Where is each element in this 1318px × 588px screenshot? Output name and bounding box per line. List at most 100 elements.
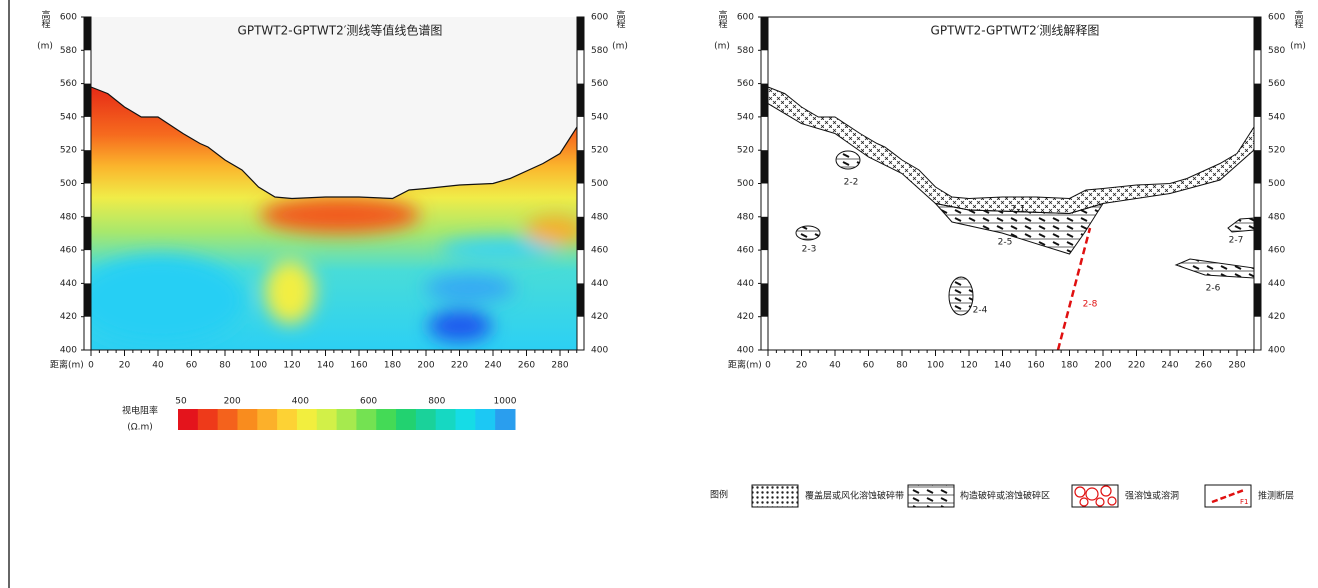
colorbar-block (217, 409, 238, 430)
axis-bar-segment (84, 17, 91, 51)
legend-symbol (1071, 484, 1119, 508)
y-tick-label: 420 (591, 312, 608, 322)
colorbar-block (178, 409, 199, 430)
legend: 图例 覆盖层或风化溶蚀破碎带 构造破碎或溶蚀破碎区 强溶蚀或溶洞 F1 推测断层 (710, 484, 1294, 508)
y-tick-label: 520 (591, 146, 608, 156)
y-axis-label: 高程 (717, 9, 728, 29)
y-tick-label: 540 (60, 112, 77, 122)
legend-label: 覆盖层或风化溶蚀破碎带 (805, 490, 904, 502)
axis-bar-segment (84, 283, 91, 317)
x-tick-label: 60 (186, 361, 198, 371)
y-tick-label: 540 (1268, 112, 1285, 122)
y-axis-label: 高程 (40, 9, 51, 29)
y-tick-label: 500 (591, 179, 608, 189)
y-tick-label: 600 (591, 13, 608, 23)
legend-label: 强溶蚀或溶洞 (1125, 490, 1179, 502)
x-tick-label: 20 (119, 361, 131, 371)
axis-bar-segment (761, 283, 768, 317)
fracture-zone (934, 202, 1105, 255)
y-tick-label: 500 (1268, 179, 1285, 189)
x-tick-label: 120 (283, 361, 300, 371)
x-tick-label: 60 (863, 361, 875, 371)
zone-label: 2-4 (973, 306, 988, 316)
y-tick-label: 580 (737, 46, 754, 56)
legend-label: 推测断层 (1258, 490, 1294, 502)
colorbar-block (356, 409, 377, 430)
y-tick-label: 560 (1268, 79, 1285, 89)
y-axis-label: 高程 (615, 9, 626, 29)
axis-bar-segment (761, 150, 768, 184)
x-tick-label: 100 (250, 361, 267, 371)
y-tick-label: 480 (1268, 212, 1285, 222)
fracture-zone (795, 225, 821, 241)
x-tick-label: 120 (960, 361, 977, 371)
fracture-zone (835, 150, 861, 170)
y-tick-label: 560 (737, 79, 754, 89)
y-axis-unit: (m) (37, 42, 53, 52)
axis-bar-segment (1254, 83, 1261, 117)
y-tick-label: 400 (591, 346, 608, 356)
y-tick-label: 420 (1268, 312, 1285, 322)
terrain-line (90, 86, 578, 200)
legend-symbol (1211, 488, 1245, 504)
x-tick-label: 40 (829, 361, 841, 371)
y-tick-label: 560 (60, 79, 77, 89)
x-tick-label: 180 (1061, 361, 1078, 371)
colorbar-block (435, 409, 457, 430)
y-tick-label: 580 (60, 46, 77, 56)
colorbar-tick-label: 400 (292, 397, 309, 407)
x-tick-label: 240 (1161, 361, 1178, 371)
y-tick-label: 600 (60, 13, 77, 23)
x-tick-label: 280 (551, 361, 568, 371)
colorbar: 50 200 400 600 800 1000 (175, 397, 517, 430)
colorbar-block (455, 409, 476, 430)
x-tick-label: 160 (350, 361, 367, 371)
zone-label: 2-2 (844, 178, 859, 188)
x-tick-label: 100 (927, 361, 944, 371)
x-tick-label: 180 (384, 361, 401, 371)
y-tick-label: 440 (1268, 279, 1285, 289)
y-tick-label: 400 (1268, 346, 1285, 356)
x-tick-label: 240 (484, 361, 501, 371)
axis-bar-segment (577, 283, 584, 317)
colorbar-block (336, 409, 357, 430)
legend-symbol (751, 484, 799, 508)
x-axis-label: 距离(m) (728, 359, 762, 371)
axis-bar-segment (577, 216, 584, 251)
colorbar-block (277, 409, 298, 430)
x-tick-label: 140 (317, 361, 334, 371)
x-tick-label: 0 (765, 361, 771, 371)
contour-panel: GPTWT2-GPTWT2′测线等值线色谱图 高程 (m) 高程 (m) 距离(… (37, 9, 628, 433)
y-tick-label: 440 (737, 279, 754, 289)
colorbar-tick-label: 50 (175, 397, 187, 407)
y-tick-label: 440 (591, 279, 608, 289)
y-tick-label: 400 (60, 346, 77, 356)
y-tick-label: 460 (737, 246, 754, 256)
fault-label: 2-8 (1083, 300, 1098, 310)
x-tick-label: 0 (88, 361, 94, 371)
y-tick-label: 480 (591, 212, 608, 222)
y-tick-label: 600 (1268, 13, 1285, 23)
x-tick-label: 80 (896, 361, 908, 371)
legend-label: 构造破碎或溶蚀破碎区 (960, 490, 1050, 502)
zone-label: 2-3 (802, 245, 817, 255)
zone-label: 2-1 (1011, 205, 1026, 215)
colorbar-block (376, 409, 397, 430)
y-tick-label: 420 (737, 312, 754, 322)
legend-symbol-label: F1 (1240, 498, 1248, 506)
x-tick-label: 220 (1128, 361, 1145, 371)
legend-symbol (907, 484, 955, 508)
y-tick-label: 520 (1268, 146, 1285, 156)
axis-bar-segment (577, 17, 584, 51)
axis-bar-segment (84, 216, 91, 251)
x-tick-label: 40 (152, 361, 164, 371)
axis-bar-segment (84, 150, 91, 184)
y-tick-label: 520 (60, 146, 77, 156)
x-tick-label: 260 (1195, 361, 1212, 371)
y-axis-unit: (m) (612, 42, 628, 52)
y-tick-label: 460 (60, 246, 77, 256)
axis-bar-segment (761, 17, 768, 51)
colorbar-block (237, 409, 258, 430)
colorbar-unit: (Ω.m) (127, 423, 153, 433)
interpretation-panel: GPTWT2-GPTWT2′测线解释图 高程 (m) 高程 (m) 距离(m) … (714, 9, 1306, 371)
